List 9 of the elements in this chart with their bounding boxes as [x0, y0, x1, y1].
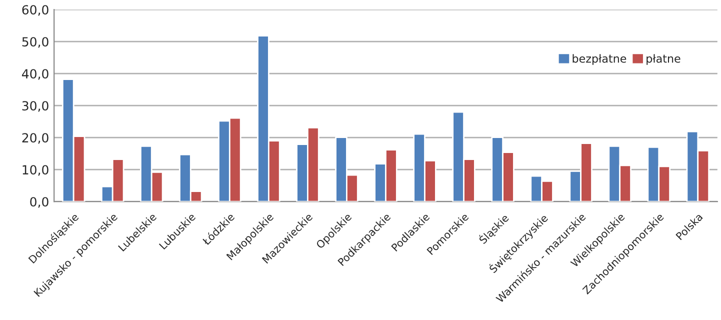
- y-tick-label: 20,0: [22, 133, 48, 144]
- y-tick-label: 10,0: [22, 165, 48, 176]
- legend-label: płatne: [646, 54, 680, 65]
- legend-label: bezpłatne: [572, 54, 626, 65]
- y-tick-label: 50,0: [22, 37, 48, 48]
- y-tick-label: 40,0: [22, 69, 48, 80]
- y-tick-label: 60,0: [22, 5, 48, 16]
- y-tick-label: 0,0: [30, 197, 48, 208]
- y-tick-label: 30,0: [22, 101, 48, 112]
